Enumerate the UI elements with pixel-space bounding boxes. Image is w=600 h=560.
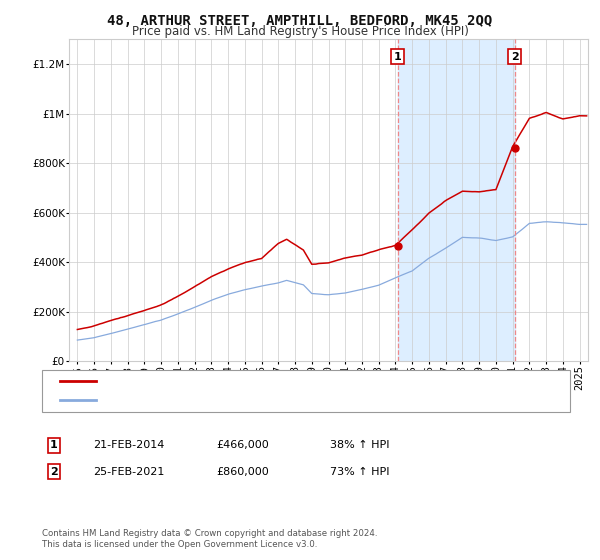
Bar bbox=[398, 39, 515, 361]
Text: 48, ARTHUR STREET, AMPTHILL, BEDFORD, MK45 2QQ (detached house): 48, ARTHUR STREET, AMPTHILL, BEDFORD, MK… bbox=[105, 376, 460, 386]
Text: 2: 2 bbox=[511, 52, 519, 62]
Text: 21-FEB-2014: 21-FEB-2014 bbox=[93, 440, 164, 450]
Text: 73% ↑ HPI: 73% ↑ HPI bbox=[330, 466, 389, 477]
Text: 48, ARTHUR STREET, AMPTHILL, BEDFORD, MK45 2QQ: 48, ARTHUR STREET, AMPTHILL, BEDFORD, MK… bbox=[107, 14, 493, 28]
Text: £466,000: £466,000 bbox=[216, 440, 269, 450]
Text: 25-FEB-2021: 25-FEB-2021 bbox=[93, 466, 164, 477]
Text: £860,000: £860,000 bbox=[216, 466, 269, 477]
Text: 1: 1 bbox=[394, 52, 401, 62]
Text: 2: 2 bbox=[50, 466, 58, 477]
Text: 1: 1 bbox=[50, 440, 58, 450]
Text: HPI: Average price, detached house, Central Bedfordshire: HPI: Average price, detached house, Cent… bbox=[105, 395, 386, 405]
Text: Contains HM Land Registry data © Crown copyright and database right 2024.
This d: Contains HM Land Registry data © Crown c… bbox=[42, 529, 377, 549]
Text: 38% ↑ HPI: 38% ↑ HPI bbox=[330, 440, 389, 450]
Text: Price paid vs. HM Land Registry's House Price Index (HPI): Price paid vs. HM Land Registry's House … bbox=[131, 25, 469, 38]
